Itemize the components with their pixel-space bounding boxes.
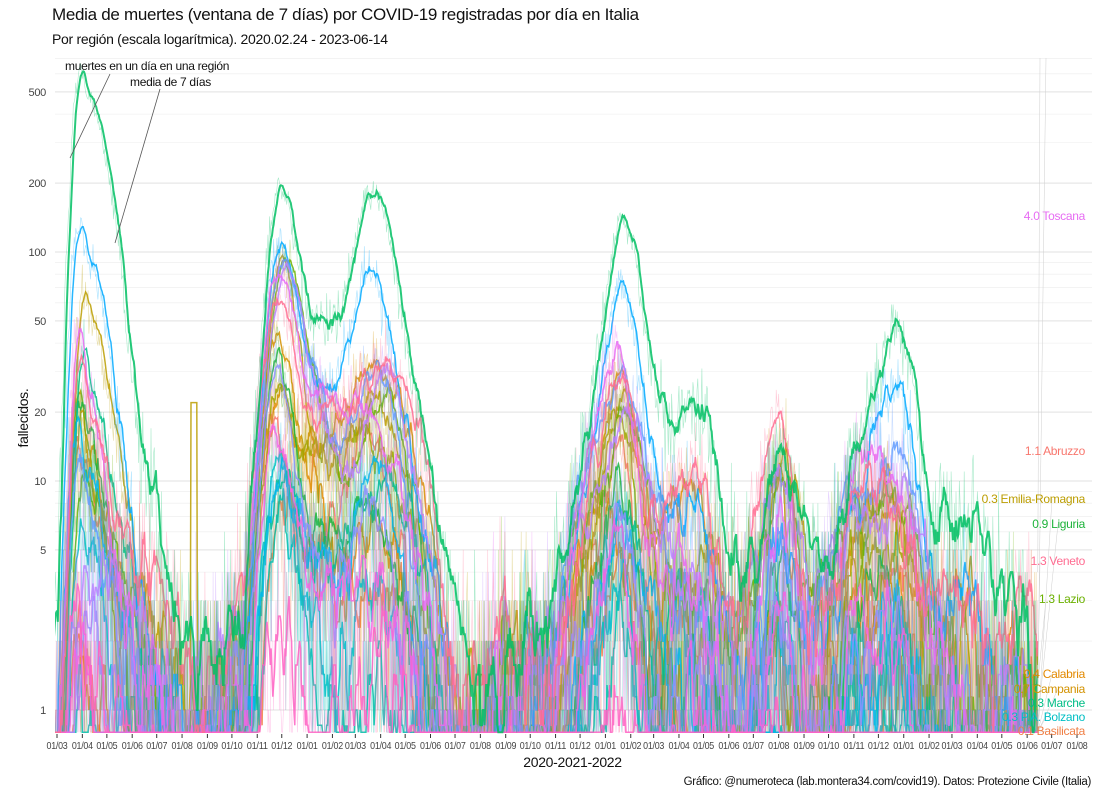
series-label: 0.1 Basilicata: [1018, 724, 1086, 738]
annotation-pointer-daily: [69, 73, 111, 159]
x-tick-label: 01/12: [570, 740, 591, 752]
x-tick-label: 01/07: [1041, 740, 1062, 752]
x-tick-label: 01/03: [345, 740, 366, 752]
x-tick-label: 01/08: [172, 740, 193, 752]
label-connector: [1037, 57, 1041, 573]
label-connector: [1037, 688, 1059, 733]
x-tick-label: 01/10: [221, 740, 242, 752]
x-tick-label: 01/10: [818, 740, 839, 752]
y-tick-label: 10: [34, 476, 46, 488]
x-tick-label: 01/06: [122, 740, 143, 752]
chart-subtitle: Por región (escala logarítmica). 2020.02…: [52, 31, 388, 47]
series-label: 0.7 Campania: [1014, 682, 1086, 696]
x-tick-label: 01/08: [1067, 740, 1088, 752]
series-label: 0.3 Marche: [1028, 696, 1086, 710]
label-connector: [1037, 730, 1053, 733]
x-tick-label: 01/05: [991, 740, 1012, 752]
x-tick-label: 01/04: [72, 740, 93, 752]
x-tick-label: 01/03: [941, 740, 962, 752]
x-tick-label: 01/05: [96, 740, 117, 752]
label-connector: [1037, 560, 1041, 684]
x-tick-label: 01/06: [420, 740, 441, 752]
x-axis-label: 2020-2021-2022: [523, 754, 622, 770]
chart-title: Media de muertes (ventana de 7 días) por…: [52, 5, 639, 24]
series-label: 0.3 Emilia-Romagna: [982, 492, 1086, 506]
x-tick-label: 01/04: [370, 740, 391, 752]
daily-line-toscana: [55, 260, 1038, 733]
x-tick-label: 01/09: [197, 740, 218, 752]
x-tick-label: 01/11: [247, 740, 268, 752]
x-tick-label: 01/02: [322, 740, 343, 752]
x-axis-ticks: 01/03 01/04 01/05 01/06 01/07 01/08 01/09 01/10…: [47, 734, 1088, 752]
chart-caption: Gráfico: @numeroteca (lab.montera34.com/…: [683, 776, 1092, 788]
x-tick-label: 01/08: [768, 740, 789, 752]
x-tick-label: 01/04: [967, 740, 988, 752]
label-connector: [1037, 498, 1053, 733]
annotation-pointer-avg: [114, 88, 161, 244]
series-layer: [55, 62, 1039, 734]
avg-line-valle-d-aosta: [55, 583, 1038, 733]
y-tick-label: 20: [34, 407, 46, 419]
x-tick-label: 01/06: [1017, 740, 1038, 752]
x-tick-label: 01/02: [919, 740, 940, 752]
daily-line-sicilia: [55, 254, 1039, 733]
label-connector: [1037, 716, 1047, 733]
y-tick-label: 500: [29, 87, 47, 99]
x-tick-label: 01/10: [520, 740, 541, 752]
x-tick-label: 01/04: [668, 740, 689, 752]
x-tick-label: 01/03: [643, 740, 664, 752]
x-tick-label: 01/07: [146, 740, 167, 752]
series-label: 0.9 Liguria: [1032, 517, 1085, 531]
annotation-daily: muertes en un día en una región: [65, 59, 229, 73]
x-tick-label: 01/08: [470, 740, 491, 752]
series-label: 0.3 P.A. Bolzano: [1002, 710, 1086, 724]
label-connector: [1037, 57, 1047, 701]
x-tick-label: 01/01: [297, 740, 318, 752]
x-tick-label: 01/07: [743, 740, 764, 752]
series-label: 4.0 Toscana: [1024, 209, 1086, 223]
y-tick-label: 5: [40, 545, 46, 557]
y-tick-label: 1: [40, 705, 46, 717]
label-connector: [1037, 702, 1041, 733]
x-tick-label: 01/01: [893, 740, 914, 752]
annotations: muertes en un día en una región media de …: [65, 59, 229, 244]
x-tick-label: 01/12: [271, 740, 292, 752]
x-tick-label: 01/02: [620, 740, 641, 752]
x-tick-label: 01/11: [843, 740, 864, 752]
y-tick-label: 100: [29, 247, 47, 259]
x-tick-label: 01/05: [693, 740, 714, 752]
x-tick-label: 01/09: [495, 740, 516, 752]
y-tick-label: 50: [34, 316, 46, 328]
x-tick-label: 01/12: [868, 740, 889, 752]
daily-line-lazio: [55, 239, 1039, 733]
y-axis-ticks: 1 5 10 20 50 100 200 500: [29, 87, 47, 717]
avg-line-puglia: [55, 258, 1038, 733]
x-tick-label: 01/11: [545, 740, 566, 752]
label-connector: [1037, 523, 1059, 721]
y-tick-label: 200: [29, 178, 47, 190]
daily-line-veneto: [55, 286, 1039, 733]
label-connector: [1037, 598, 1047, 684]
x-tick-label: 01/03: [47, 740, 68, 752]
x-tick-label: 01/07: [445, 740, 466, 752]
series-label: 1.1 Abruzzo: [1025, 444, 1086, 458]
x-tick-label: 01/01: [595, 740, 616, 752]
x-tick-label: 01/05: [395, 740, 416, 752]
x-tick-label: 01/06: [718, 740, 739, 752]
avg-line-lombardia: [55, 70, 1039, 734]
series-labels: 4.0 Toscana 1.1 Abruzzo 0.3 Emilia-Romagna…: [982, 57, 1086, 738]
series-label: 1.3 Lazio: [1039, 592, 1086, 606]
label-connector: [1037, 673, 1053, 733]
annotation-avg: media de 7 días: [130, 75, 211, 89]
series-label: 0.4 Calabria: [1024, 667, 1086, 681]
x-tick-label: 01/09: [794, 740, 815, 752]
series-label: 1.3 Veneto: [1031, 554, 1086, 568]
